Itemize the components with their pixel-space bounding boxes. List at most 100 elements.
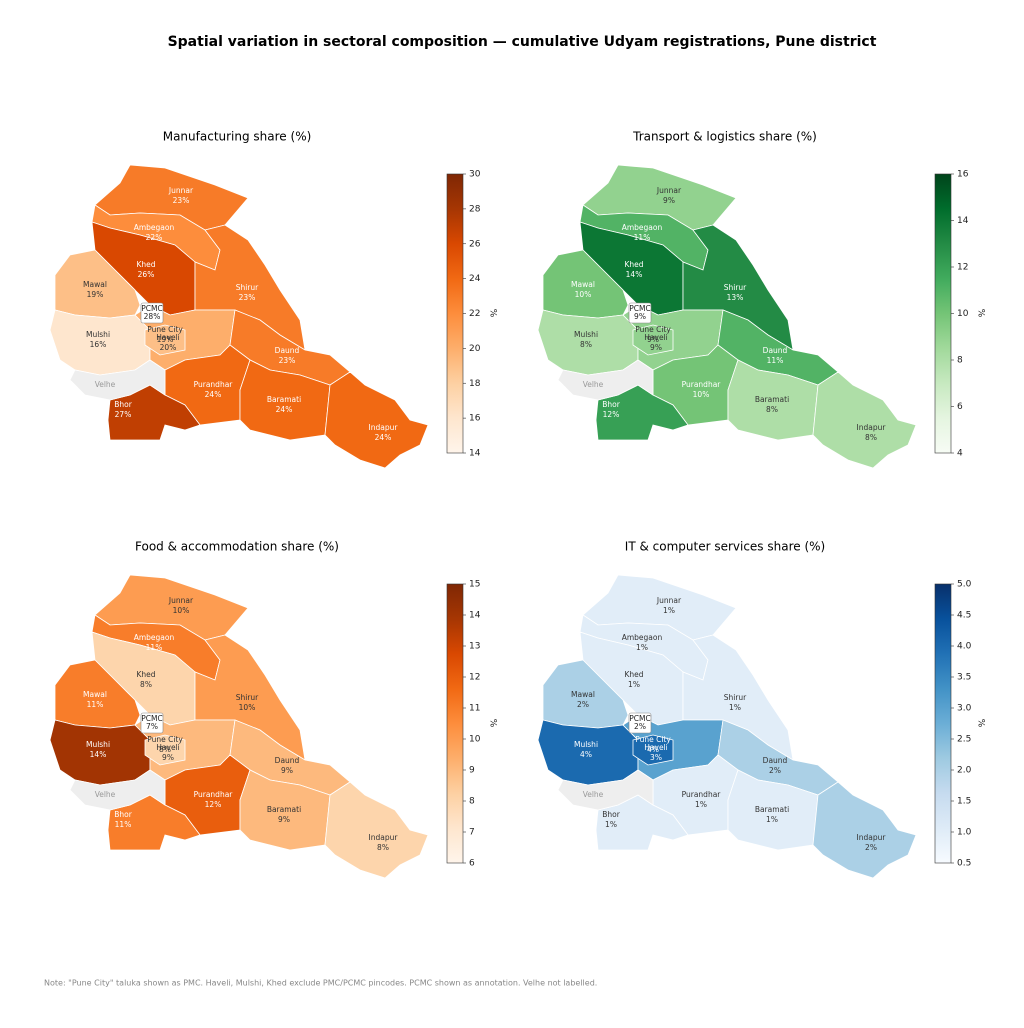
region-name: Shirur xyxy=(236,283,259,292)
region-name: Shirur xyxy=(236,693,259,702)
region-value: 10% xyxy=(575,290,592,299)
annotation-box xyxy=(628,302,652,324)
annotation-box xyxy=(628,712,652,734)
region-value: 1% xyxy=(695,800,707,809)
region-value: 1% xyxy=(605,820,617,829)
region-value: 4% xyxy=(647,745,659,754)
region-value: 9% xyxy=(647,335,659,344)
region-value: 23% xyxy=(239,293,256,302)
region-name: Mawal xyxy=(83,690,107,699)
region-value: 8% xyxy=(865,433,877,442)
region-value: 20% xyxy=(160,343,177,352)
region xyxy=(632,734,674,766)
region-value: 3% xyxy=(650,753,662,762)
region-name: Bhor xyxy=(114,400,132,409)
region-name: Daund xyxy=(763,346,788,355)
region-name: Baramati xyxy=(267,805,301,814)
colorbar-tick-label: 16 xyxy=(469,414,481,424)
colorbar-tick-label: 1.0 xyxy=(957,828,972,838)
region-value: 23% xyxy=(173,196,190,205)
region-value: 14% xyxy=(626,270,643,279)
figure-note: Note: "Pune City" taluka shown as PMC. H… xyxy=(44,979,597,988)
region-name: Ambegaon xyxy=(622,223,663,232)
region-value: 8% xyxy=(580,340,592,349)
colorbar-tick-label: 1.5 xyxy=(957,797,971,807)
region-name: Khed xyxy=(136,260,155,269)
region-name: Mawal xyxy=(571,690,595,699)
region-name: Velhe xyxy=(583,790,604,799)
region xyxy=(812,371,917,469)
colorbar-tick-label: 12 xyxy=(957,263,968,273)
colorbar-tick-label: 22 xyxy=(469,309,480,319)
map-panel: Transport & logistics share (%)Junnar9%A… xyxy=(537,130,986,469)
region-value: 12% xyxy=(205,800,222,809)
annotation-name: PCMC xyxy=(141,714,162,723)
region-name: Haveli xyxy=(644,743,667,752)
region-name: Bhor xyxy=(602,810,620,819)
colorbar-tick-label: 0.5 xyxy=(957,859,971,869)
region-name: Haveli xyxy=(644,333,667,342)
colorbar-tick-label: 24 xyxy=(469,274,481,284)
region-name: Daund xyxy=(763,756,788,765)
region xyxy=(324,371,429,469)
region-value: 9% xyxy=(162,753,174,762)
region-value: 1% xyxy=(663,606,675,615)
region-value: 9% xyxy=(663,196,675,205)
region-value: 19% xyxy=(157,335,174,344)
annotation-value: 9% xyxy=(634,312,646,321)
region-name: Baramati xyxy=(755,395,789,404)
region-value: 22% xyxy=(146,233,163,242)
region-name: Baramati xyxy=(755,805,789,814)
colorbar-tick-label: 16 xyxy=(957,170,969,180)
region-value: 26% xyxy=(138,270,155,279)
colorbar-tick-label: 8 xyxy=(957,356,963,366)
region-name: Ambegaon xyxy=(622,633,663,642)
region-name: Mulshi xyxy=(574,330,598,339)
region-name: Junnar xyxy=(168,186,194,195)
map-panel: Food & accommodation share (%)Junnar10%A… xyxy=(49,540,498,879)
colorbar-tick-label: 10 xyxy=(469,735,481,745)
region-value: 8% xyxy=(377,843,389,852)
region xyxy=(324,781,429,879)
region-value: 1% xyxy=(628,680,640,689)
region-name: Khed xyxy=(624,260,643,269)
colorbar-tick-label: 4.5 xyxy=(957,611,971,621)
region-name: Mawal xyxy=(571,280,595,289)
region-name: Pune City xyxy=(635,735,671,744)
region-name: Shirur xyxy=(724,693,747,702)
region-name: Ambegaon xyxy=(134,223,175,232)
colorbar-label: % xyxy=(488,309,498,318)
region-value: 4% xyxy=(580,750,592,759)
region-name: Haveli xyxy=(156,333,179,342)
region-name: Daund xyxy=(275,346,300,355)
map-panel: Manufacturing share (%)Junnar23%Ambegaon… xyxy=(49,130,498,469)
region-value: 8% xyxy=(159,745,171,754)
region-value: 1% xyxy=(636,643,648,652)
region-name: Indapur xyxy=(857,833,887,842)
colorbar-tick-label: 9 xyxy=(469,766,475,776)
region-value: 2% xyxy=(865,843,877,852)
region-value: 23% xyxy=(279,356,296,365)
region-name: Indapur xyxy=(369,833,399,842)
colorbar-tick-label: 4.0 xyxy=(957,642,972,652)
region-value: 2% xyxy=(577,700,589,709)
region-value: 10% xyxy=(693,390,710,399)
colorbar-tick-label: 14 xyxy=(957,216,969,226)
region-value: 24% xyxy=(276,405,293,414)
annotation-value: 7% xyxy=(146,722,158,731)
region-name: Bhor xyxy=(602,400,620,409)
colorbar xyxy=(934,583,952,864)
colorbar-tick-label: 28 xyxy=(469,204,481,214)
colorbar-tick-label: 4 xyxy=(957,449,963,459)
region-name: Velhe xyxy=(95,380,116,389)
region-name: Purandhar xyxy=(194,790,234,799)
region-value: 16% xyxy=(90,340,107,349)
colorbar-tick-label: 18 xyxy=(469,379,481,389)
colorbar-tick-label: 15 xyxy=(469,580,480,590)
annotation-name: PCMC xyxy=(629,304,650,313)
region-value: 9% xyxy=(650,343,662,352)
region-name: Pune City xyxy=(147,735,183,744)
colorbar-tick-label: 6 xyxy=(957,402,963,412)
colorbar-tick-label: 14 xyxy=(469,449,481,459)
